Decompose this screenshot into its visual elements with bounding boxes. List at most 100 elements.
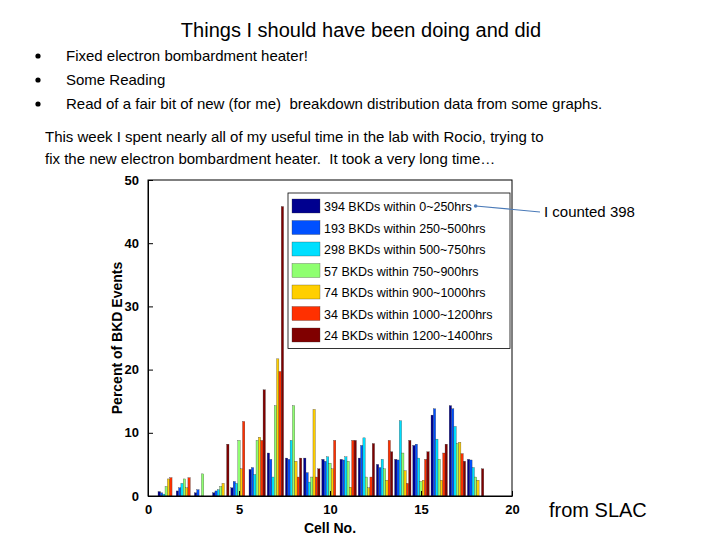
bar	[197, 490, 199, 496]
bar	[326, 457, 328, 496]
bar	[345, 457, 347, 496]
bar	[258, 437, 260, 496]
plot-frame	[148, 180, 512, 496]
y-tick-label: 10	[125, 425, 139, 440]
bar	[342, 460, 344, 496]
x-tick: 15	[414, 491, 428, 517]
bar	[352, 440, 354, 496]
legend-label: 298 BKDs within 500~750hrs	[324, 243, 486, 257]
x-tick-label: 0	[145, 502, 152, 517]
bar	[231, 488, 233, 496]
bar	[251, 468, 253, 496]
legend-swatch	[292, 242, 320, 256]
y-tick-mark	[148, 180, 153, 181]
bar	[383, 469, 385, 496]
x-tick: 5	[236, 491, 243, 517]
bar	[318, 469, 320, 496]
legend-label: 394 BKDs within 0~250hrs	[324, 200, 472, 214]
bar	[427, 452, 429, 496]
bar	[425, 459, 427, 496]
y-tick-label: 20	[125, 362, 139, 377]
bar	[445, 444, 447, 496]
bar	[279, 371, 281, 496]
bar	[334, 440, 336, 496]
y-tick-mark	[148, 306, 153, 307]
bar	[299, 458, 301, 496]
x-tick-label: 20	[505, 502, 519, 517]
bar	[390, 452, 392, 496]
bar	[404, 471, 406, 496]
bar	[452, 409, 454, 496]
bar	[436, 439, 438, 496]
y-tick-mark	[148, 496, 153, 497]
bullet-text: Fixed electron bombardment heater!	[66, 47, 308, 64]
bar	[217, 490, 219, 496]
x-tick-mark	[239, 491, 240, 496]
y-tick-label: 50	[125, 173, 139, 188]
bar	[467, 459, 469, 496]
bar	[288, 459, 290, 496]
bar	[261, 440, 263, 496]
y-tick-label: 0	[132, 489, 139, 504]
bar	[340, 459, 342, 496]
bar-series	[165, 406, 477, 496]
slide-title: Things I should have been doing and did	[181, 19, 541, 41]
bar	[274, 406, 276, 496]
bar	[311, 477, 313, 496]
bar	[240, 469, 242, 496]
y-axis: 01020304050	[125, 173, 153, 504]
legend-swatch	[292, 285, 320, 299]
bullet-dot	[35, 53, 40, 58]
bar	[297, 477, 299, 496]
bar	[372, 444, 374, 496]
bar	[165, 487, 167, 496]
bar	[315, 477, 317, 496]
bar-series	[170, 371, 464, 496]
bar	[406, 483, 408, 496]
legend-swatch	[292, 221, 320, 235]
slide: Things I should have been doing and did F…	[0, 0, 720, 540]
bar	[461, 454, 463, 496]
annotation: from SLAC	[549, 499, 647, 521]
bar	[347, 461, 349, 496]
bar	[324, 461, 326, 496]
bar	[379, 468, 381, 496]
bar	[263, 390, 265, 496]
legend-swatch	[292, 264, 320, 278]
bar	[395, 459, 397, 496]
bar	[290, 440, 292, 496]
y-tick: 50	[125, 173, 153, 188]
bar	[270, 459, 272, 496]
bar	[331, 469, 333, 496]
legend-swatch	[292, 199, 320, 213]
y-axis-line	[148, 181, 149, 497]
legend-label: 74 BKDs within 900~1000hrs	[324, 286, 486, 300]
legend-label: 24 BKDs within 1200~1400hrs	[324, 329, 493, 343]
x-axis-line	[149, 496, 513, 497]
bar	[201, 474, 203, 496]
bar	[361, 445, 363, 496]
paragraph-line: fix the new electron bombardment heater.…	[45, 150, 495, 167]
bar	[470, 460, 472, 496]
bar	[358, 458, 360, 496]
plot-background	[148, 180, 512, 496]
bar	[181, 483, 183, 496]
bar	[354, 440, 356, 496]
y-tick-label: 40	[125, 236, 139, 251]
bullet-dot	[35, 101, 40, 106]
bar	[417, 458, 419, 496]
bar	[449, 406, 451, 496]
legend-swatch	[292, 328, 320, 342]
bar	[176, 491, 178, 496]
bar	[422, 480, 424, 496]
bar-series	[160, 409, 472, 496]
bar	[227, 444, 229, 496]
x-tick: 20	[505, 491, 519, 517]
bar	[420, 481, 422, 496]
x-tick-label: 15	[414, 502, 428, 517]
x-tick-label: 5	[236, 502, 243, 517]
x-tick-mark	[330, 491, 331, 496]
bar-series	[158, 406, 470, 496]
bar	[415, 444, 417, 496]
bar	[170, 478, 172, 496]
